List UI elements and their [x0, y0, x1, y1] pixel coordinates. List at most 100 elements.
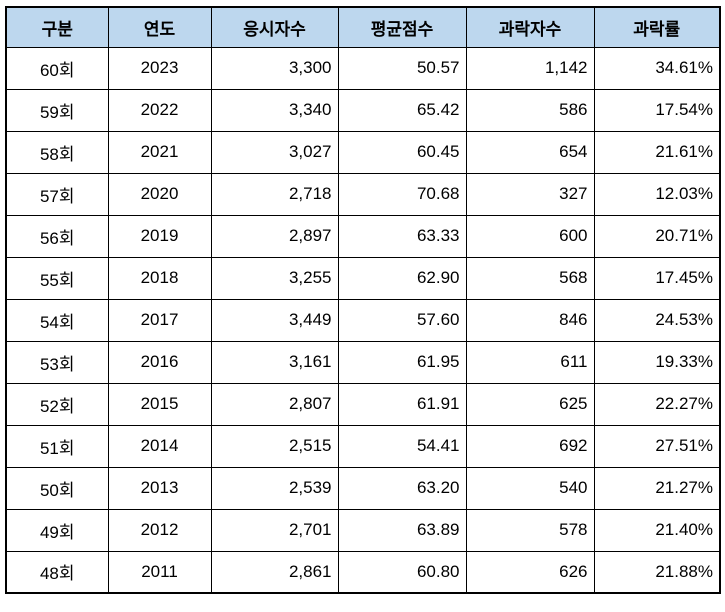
table-cell: 2011 — [107, 550, 212, 594]
table-cell: 654 — [465, 130, 595, 174]
table-cell: 60.45 — [337, 130, 467, 174]
table-cell: 20.71% — [593, 214, 721, 258]
table-cell: 2019 — [107, 214, 212, 258]
table-row: 60회 2023 3,300 50.57 1,142 34.61% — [5, 46, 721, 90]
table-cell: 50.57 — [337, 46, 467, 90]
column-header-5: 과락자수 — [465, 6, 595, 48]
table-row: 58회 2021 3,027 60.45 654 21.61% — [5, 130, 721, 174]
table-cell: 17.54% — [593, 88, 721, 132]
table-cell: 2,897 — [210, 214, 339, 258]
table-row: 53회 2016 3,161 61.95 611 19.33% — [5, 340, 721, 384]
table-cell: 60회 — [5, 46, 109, 90]
table-cell: 2023 — [107, 46, 212, 90]
table-body: 60회 2023 3,300 50.57 1,142 34.61% 59회 2022 3,340… — [5, 46, 721, 594]
table-cell: 2,539 — [210, 466, 339, 510]
table-cell: 2,515 — [210, 424, 339, 468]
table-cell: 34.61% — [593, 46, 721, 90]
table-cell: 611 — [465, 340, 595, 384]
table-cell: 61.91 — [337, 382, 467, 426]
table-cell: 625 — [465, 382, 595, 426]
table-header: 구분 연도 응시자수 평균점수 과락자수 과락률 — [5, 6, 721, 48]
table-cell: 22.27% — [593, 382, 721, 426]
table-cell: 2,861 — [210, 550, 339, 594]
table-cell: 540 — [465, 466, 595, 510]
table-cell: 52회 — [5, 382, 109, 426]
table-cell: 568 — [465, 256, 595, 300]
table-cell: 2018 — [107, 256, 212, 300]
column-header-3: 응시자수 — [210, 6, 339, 48]
table-cell: 2015 — [107, 382, 212, 426]
table-cell: 2016 — [107, 340, 212, 384]
table-row: 55회 2018 3,255 62.90 568 17.45% — [5, 256, 721, 300]
table-cell: 53회 — [5, 340, 109, 384]
table-cell: 600 — [465, 214, 595, 258]
table-cell: 57회 — [5, 172, 109, 216]
table-cell: 59회 — [5, 88, 109, 132]
table-cell: 3,300 — [210, 46, 339, 90]
table-cell: 57.60 — [337, 298, 467, 342]
exam-statistics-table: 구분 연도 응시자수 평균점수 과락자수 과락률 60회 2023 3,300 50.57 1,1… — [5, 6, 721, 594]
table-row: 51회 2014 2,515 54.41 692 27.51% — [5, 424, 721, 468]
table-cell: 2021 — [107, 130, 212, 174]
column-header-4: 평균점수 — [337, 6, 467, 48]
table-cell: 3,340 — [210, 88, 339, 132]
table-cell: 2,701 — [210, 508, 339, 552]
table-cell: 49회 — [5, 508, 109, 552]
table-cell: 62.90 — [337, 256, 467, 300]
table-cell: 65.42 — [337, 88, 467, 132]
table-cell: 54.41 — [337, 424, 467, 468]
table-cell: 3,449 — [210, 298, 339, 342]
table-cell: 21.40% — [593, 508, 721, 552]
table-cell: 51회 — [5, 424, 109, 468]
table-cell: 17.45% — [593, 256, 721, 300]
table-cell: 24.53% — [593, 298, 721, 342]
table-cell: 61.95 — [337, 340, 467, 384]
table-row: 52회 2015 2,807 61.91 625 22.27% — [5, 382, 721, 426]
table-cell: 2020 — [107, 172, 212, 216]
table-cell: 63.89 — [337, 508, 467, 552]
table-cell: 63.33 — [337, 214, 467, 258]
table-row: 54회 2017 3,449 57.60 846 24.53% — [5, 298, 721, 342]
table-header-row: 구분 연도 응시자수 평균점수 과락자수 과락률 — [5, 6, 721, 48]
table-cell: 3,161 — [210, 340, 339, 384]
table-cell: 327 — [465, 172, 595, 216]
table-cell: 2,807 — [210, 382, 339, 426]
table-cell: 2017 — [107, 298, 212, 342]
table-row: 59회 2022 3,340 65.42 586 17.54% — [5, 88, 721, 132]
table-cell: 54회 — [5, 298, 109, 342]
table-cell: 21.88% — [593, 550, 721, 594]
table-cell: 55회 — [5, 256, 109, 300]
table-cell: 1,142 — [465, 46, 595, 90]
table-cell: 50회 — [5, 466, 109, 510]
table-cell: 21.27% — [593, 466, 721, 510]
table-cell: 21.61% — [593, 130, 721, 174]
table-cell: 70.68 — [337, 172, 467, 216]
table-row: 49회 2012 2,701 63.89 578 21.40% — [5, 508, 721, 552]
table-cell: 2013 — [107, 466, 212, 510]
column-header-1: 구분 — [5, 6, 109, 48]
table-cell: 578 — [465, 508, 595, 552]
table-cell: 3,027 — [210, 130, 339, 174]
table-row: 48회 2011 2,861 60.80 626 21.88% — [5, 550, 721, 594]
table-cell: 3,255 — [210, 256, 339, 300]
table-cell: 56회 — [5, 214, 109, 258]
table-cell: 2,718 — [210, 172, 339, 216]
table-cell: 48회 — [5, 550, 109, 594]
column-header-2: 연도 — [107, 6, 212, 48]
table-cell: 58회 — [5, 130, 109, 174]
table-cell: 2012 — [107, 508, 212, 552]
table-row: 56회 2019 2,897 63.33 600 20.71% — [5, 214, 721, 258]
column-header-6: 과락률 — [593, 6, 721, 48]
table-cell: 2014 — [107, 424, 212, 468]
table-row: 57회 2020 2,718 70.68 327 12.03% — [5, 172, 721, 216]
table-cell: 846 — [465, 298, 595, 342]
table-cell: 586 — [465, 88, 595, 132]
table-cell: 63.20 — [337, 466, 467, 510]
table-cell: 692 — [465, 424, 595, 468]
table-cell: 12.03% — [593, 172, 721, 216]
table-cell: 626 — [465, 550, 595, 594]
table-cell: 60.80 — [337, 550, 467, 594]
table-cell: 19.33% — [593, 340, 721, 384]
table-cell: 2022 — [107, 88, 212, 132]
